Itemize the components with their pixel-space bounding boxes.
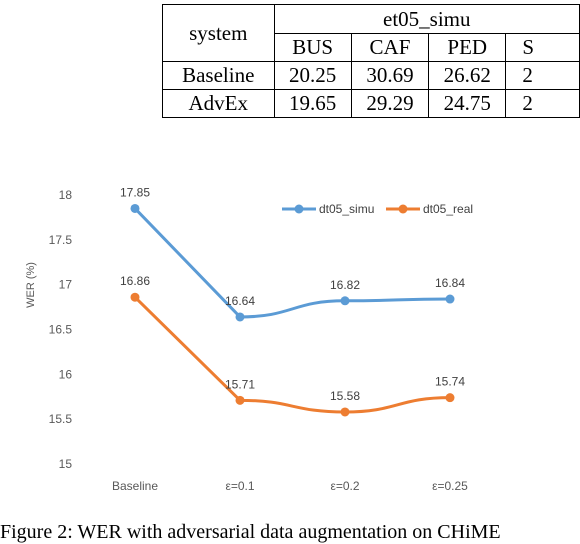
table-cell: 30.69 <box>350 61 430 90</box>
data-point <box>130 292 140 302</box>
legend-item: dt05_simu <box>282 202 374 216</box>
x-tick-label: ε=0.1 <box>225 479 254 493</box>
series-dt05_real: 16.86 15.71 15.58 15.74 <box>120 274 465 417</box>
data-label: 15.58 <box>330 389 360 403</box>
table-cell: 24.75 <box>428 89 507 118</box>
y-tick-label: 16.5 <box>49 323 73 337</box>
series-dt05_simu: 17.85 16.64 16.82 16.84 <box>120 185 465 322</box>
x-tick-label: ε=0.2 <box>330 479 359 493</box>
table-cell: 29.29 <box>350 89 430 118</box>
legend-marker <box>294 204 304 214</box>
y-axis-ticks: 15 15.5 16 16.5 17 17.5 18 <box>49 188 73 471</box>
y-tick-label: 18 <box>59 188 73 202</box>
y-tick-label: 17.5 <box>49 233 73 247</box>
data-label: 16.84 <box>435 276 465 290</box>
table-cell: 26.62 <box>428 61 507 90</box>
legend-label: dt05_simu <box>319 202 374 216</box>
page: system et05_simu BUS CAF PED S Baseline … <box>0 4 580 543</box>
data-point <box>235 395 245 405</box>
series-line <box>133 296 451 414</box>
data-point <box>235 312 245 322</box>
system-header: system <box>162 4 275 62</box>
y-tick-label: 17 <box>59 278 73 292</box>
wer-line-chart: WER (%) 15 15.5 16 16.5 17 17.5 18 Baseline ε=0… <box>25 185 473 493</box>
table-cell: 2 <box>505 89 580 118</box>
row-label: Baseline <box>162 61 275 90</box>
group-header: et05_simu <box>273 4 580 34</box>
data-label: 16.64 <box>225 294 255 308</box>
table-row: Baseline 20.25 30.69 26.62 2 <box>162 61 580 90</box>
figure-caption: Figure 2: WER with adversarial data augm… <box>0 521 501 543</box>
column-header: CAF <box>350 33 430 62</box>
data-point <box>340 407 350 417</box>
table-cell: 20.25 <box>273 61 352 90</box>
table-header-row: system et05_simu <box>162 4 580 62</box>
x-axis-ticks: Baseline ε=0.1 ε=0.2 ε=0.25 <box>112 479 468 493</box>
table-cell: 19.65 <box>273 89 352 118</box>
column-header: S <box>505 33 580 62</box>
data-label: 16.82 <box>330 278 360 292</box>
results-table: system et05_simu BUS CAF PED S Baseline … <box>162 4 580 118</box>
column-header: PED <box>428 33 507 62</box>
x-tick-label: Baseline <box>112 479 158 493</box>
y-tick-label: 16 <box>59 367 73 381</box>
row-label: AdvEx <box>162 89 275 118</box>
data-point <box>340 296 350 306</box>
legend-item: dt05_real <box>386 202 473 216</box>
series-line <box>133 207 451 319</box>
data-label: 17.85 <box>120 185 150 199</box>
data-label: 16.86 <box>120 274 150 288</box>
y-tick-label: 15 <box>59 457 73 471</box>
column-header: BUS <box>273 33 352 62</box>
series-layer: 17.85 16.64 16.82 16.84 16.86 15.71 15.58 15.74 <box>120 185 465 417</box>
data-point <box>130 203 140 213</box>
y-axis-label: WER (%) <box>25 262 37 308</box>
data-point <box>445 393 455 403</box>
data-label: 15.71 <box>225 377 255 391</box>
x-tick-label: ε=0.25 <box>432 479 468 493</box>
data-point <box>445 294 455 304</box>
data-label: 15.74 <box>435 375 465 389</box>
y-tick-label: 15.5 <box>49 412 73 426</box>
table-row: AdvEx 19.65 29.29 24.75 2 <box>162 89 580 118</box>
legend-label: dt05_real <box>423 202 473 216</box>
legend: dt05_simu dt05_real <box>282 202 473 216</box>
table-cell: 2 <box>505 61 580 90</box>
legend-marker <box>398 204 408 214</box>
